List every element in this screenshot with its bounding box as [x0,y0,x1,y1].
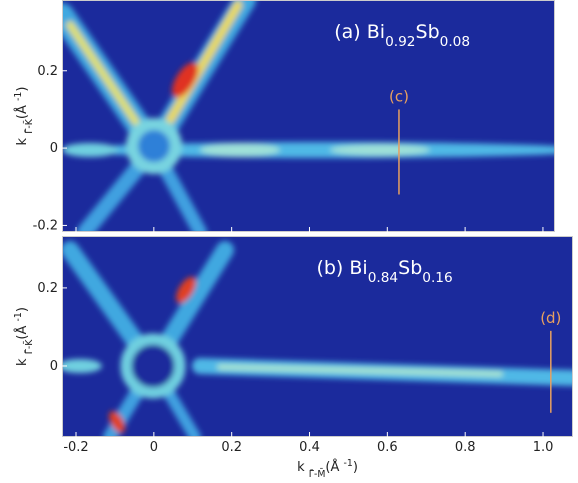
label-part: ) [15,87,30,92]
x-tick-label: 0 [150,440,158,455]
label-part: 0.16 [422,270,452,286]
y-axis-label: k Γ̄-K̄(Å -1) [13,87,35,146]
label-part: (b) Bi [316,257,367,279]
y-tick-label: 0.2 [37,281,58,296]
label-part: -1 [344,458,353,469]
x-axis-label: k Γ̄-M̄(Å -1) [297,458,358,480]
annotation-label: (c) [389,87,409,105]
label-part: (a) Bi [334,21,385,43]
label-part: Sb [416,21,440,43]
y-tick-label: -0.2 [33,218,58,233]
y-tick-label: 0 [50,141,58,156]
label-part: k [15,134,30,146]
x-tick-label: 0.8 [455,440,476,455]
label-part: Γ̄-M̄ [309,468,326,480]
y-tick-label: 0 [50,359,58,374]
x-tick-label: 0.6 [377,440,398,455]
label-part: (Å [325,459,343,475]
label-part: 0.92 [385,34,415,50]
map-a [62,0,555,232]
y-tick-label: 0.2 [37,64,58,79]
x-tick-label: -0.2 [63,440,88,455]
label-part: 0.84 [368,270,398,286]
panel-title: (b) Bi0.84Sb0.16 [316,257,452,286]
label-part: Γ̄-K̄ [23,339,35,355]
panel-title: (a) Bi0.92Sb0.08 [334,21,470,50]
x-tick-label: 0.4 [299,440,320,455]
label-part: Sb [398,257,422,279]
label-part: ) [15,307,30,312]
label-part: -1 [13,92,24,101]
label-part: ) [353,460,358,475]
annotation-label: (d) [540,309,561,327]
x-tick-label: 0.2 [221,440,242,455]
label-part: k [15,354,30,366]
label-part: (Å [14,321,30,339]
label-part: Γ̄-K̄ [23,118,35,134]
x-tick-label: 1.0 [533,440,554,455]
label-part: k [297,460,309,475]
label-part: 0.08 [440,34,470,50]
label-part: (Å [14,101,30,119]
label-part: -1 [13,312,24,321]
y-axis-label: k Γ̄-K̄(Å -1) [13,307,35,366]
map-b [62,236,573,437]
